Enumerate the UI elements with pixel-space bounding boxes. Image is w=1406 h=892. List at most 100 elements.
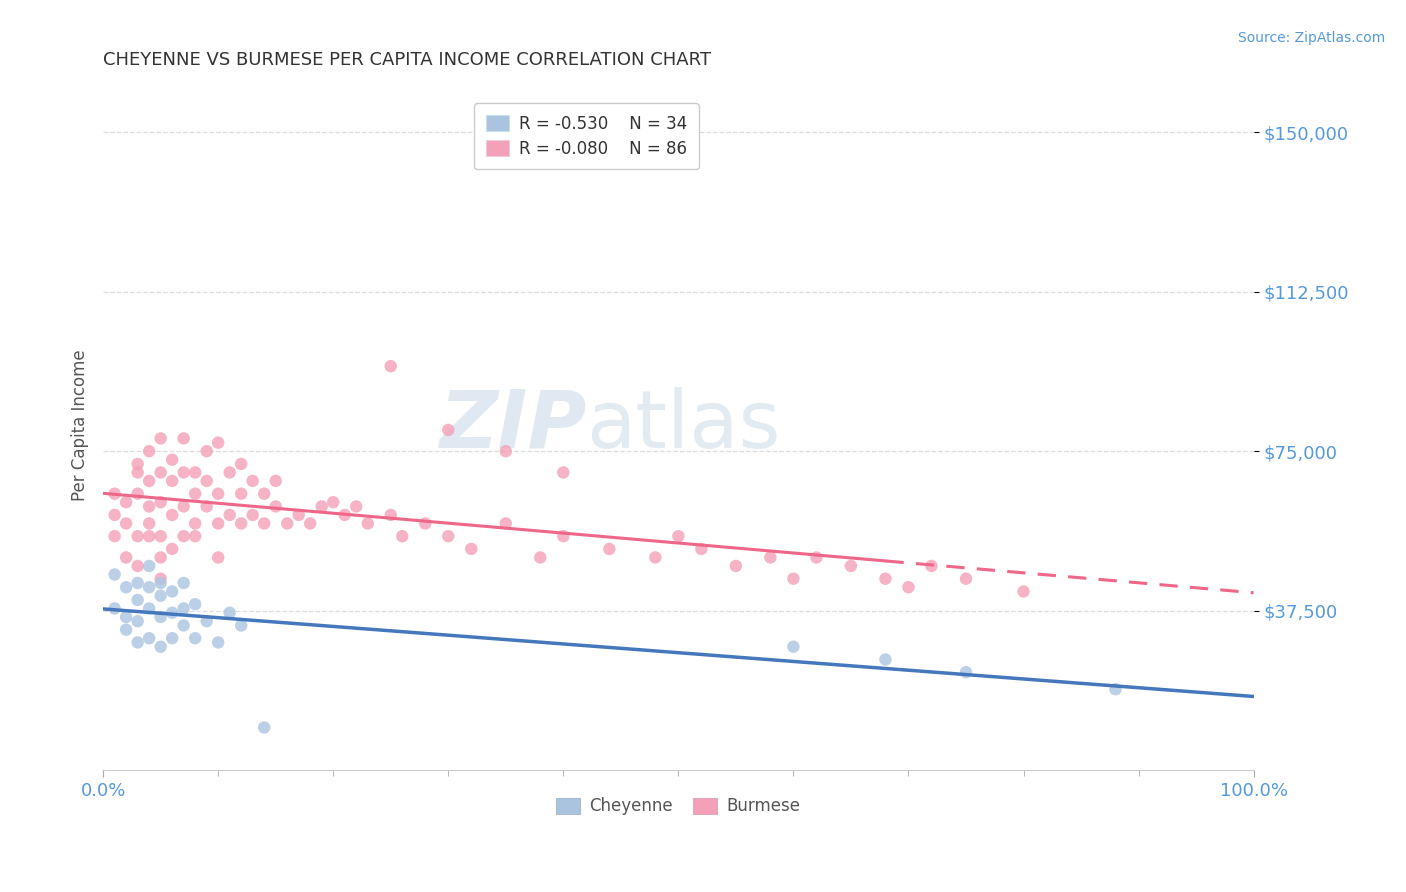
Point xyxy=(1104,682,1126,697)
Point xyxy=(138,529,160,543)
Point xyxy=(207,516,229,531)
Point xyxy=(207,550,229,565)
Point xyxy=(149,432,172,446)
Point xyxy=(759,550,782,565)
Point xyxy=(231,516,253,531)
Point xyxy=(242,508,264,522)
Point xyxy=(104,529,127,543)
Point xyxy=(173,576,195,591)
Point xyxy=(184,516,207,531)
Point xyxy=(160,508,183,522)
Point xyxy=(253,721,276,735)
Point xyxy=(413,516,436,531)
Point xyxy=(160,631,183,645)
Point xyxy=(184,466,207,480)
Point xyxy=(149,610,172,624)
Point xyxy=(104,486,127,500)
Point xyxy=(160,474,183,488)
Point xyxy=(127,614,149,628)
Point xyxy=(553,466,575,480)
Point xyxy=(782,572,804,586)
Point xyxy=(920,558,942,573)
Point xyxy=(322,495,344,509)
Point xyxy=(495,516,517,531)
Point xyxy=(897,580,920,594)
Point xyxy=(299,516,322,531)
Text: atlas: atlas xyxy=(586,386,780,465)
Y-axis label: Per Capita Income: Per Capita Income xyxy=(72,350,89,501)
Point xyxy=(149,640,172,654)
Point xyxy=(195,500,218,514)
Point xyxy=(276,516,298,531)
Point xyxy=(184,486,207,500)
Point xyxy=(806,550,828,565)
Point xyxy=(173,432,195,446)
Point xyxy=(127,576,149,591)
Point xyxy=(173,618,195,632)
Point xyxy=(553,529,575,543)
Point xyxy=(160,452,183,467)
Point xyxy=(184,529,207,543)
Point xyxy=(149,572,172,586)
Point xyxy=(644,550,666,565)
Point xyxy=(115,580,138,594)
Point xyxy=(264,500,287,514)
Point xyxy=(207,486,229,500)
Point xyxy=(666,529,689,543)
Text: CHEYENNE VS BURMESE PER CAPITA INCOME CORRELATION CHART: CHEYENNE VS BURMESE PER CAPITA INCOME CO… xyxy=(103,51,711,69)
Point xyxy=(138,558,160,573)
Point xyxy=(138,500,160,514)
Point xyxy=(149,529,172,543)
Point xyxy=(242,474,264,488)
Point xyxy=(160,606,183,620)
Point xyxy=(104,601,127,615)
Point xyxy=(391,529,413,543)
Point xyxy=(149,589,172,603)
Point xyxy=(138,444,160,458)
Point xyxy=(115,550,138,565)
Point xyxy=(173,500,195,514)
Point xyxy=(253,486,276,500)
Point xyxy=(495,444,517,458)
Point xyxy=(115,516,138,531)
Point xyxy=(333,508,356,522)
Point xyxy=(149,495,172,509)
Point xyxy=(149,550,172,565)
Point xyxy=(207,635,229,649)
Point xyxy=(380,359,402,373)
Point xyxy=(127,635,149,649)
Point xyxy=(357,516,380,531)
Point xyxy=(218,466,240,480)
Point xyxy=(218,508,240,522)
Point xyxy=(127,593,149,607)
Point xyxy=(104,508,127,522)
Point xyxy=(839,558,862,573)
Point xyxy=(875,572,897,586)
Point xyxy=(184,597,207,611)
Point xyxy=(127,486,149,500)
Point xyxy=(115,623,138,637)
Point xyxy=(311,500,333,514)
Point xyxy=(115,610,138,624)
Point xyxy=(207,435,229,450)
Point xyxy=(460,541,482,556)
Point xyxy=(380,508,402,522)
Point xyxy=(218,606,240,620)
Point xyxy=(782,640,804,654)
Point xyxy=(437,529,460,543)
Point xyxy=(344,500,367,514)
Point xyxy=(149,576,172,591)
Point xyxy=(598,541,620,556)
Point xyxy=(138,474,160,488)
Point xyxy=(195,444,218,458)
Point xyxy=(138,601,160,615)
Point xyxy=(955,572,977,586)
Point xyxy=(231,618,253,632)
Point xyxy=(253,516,276,531)
Point xyxy=(264,474,287,488)
Point xyxy=(287,508,309,522)
Point xyxy=(115,495,138,509)
Point xyxy=(127,558,149,573)
Point xyxy=(127,457,149,471)
Point xyxy=(195,614,218,628)
